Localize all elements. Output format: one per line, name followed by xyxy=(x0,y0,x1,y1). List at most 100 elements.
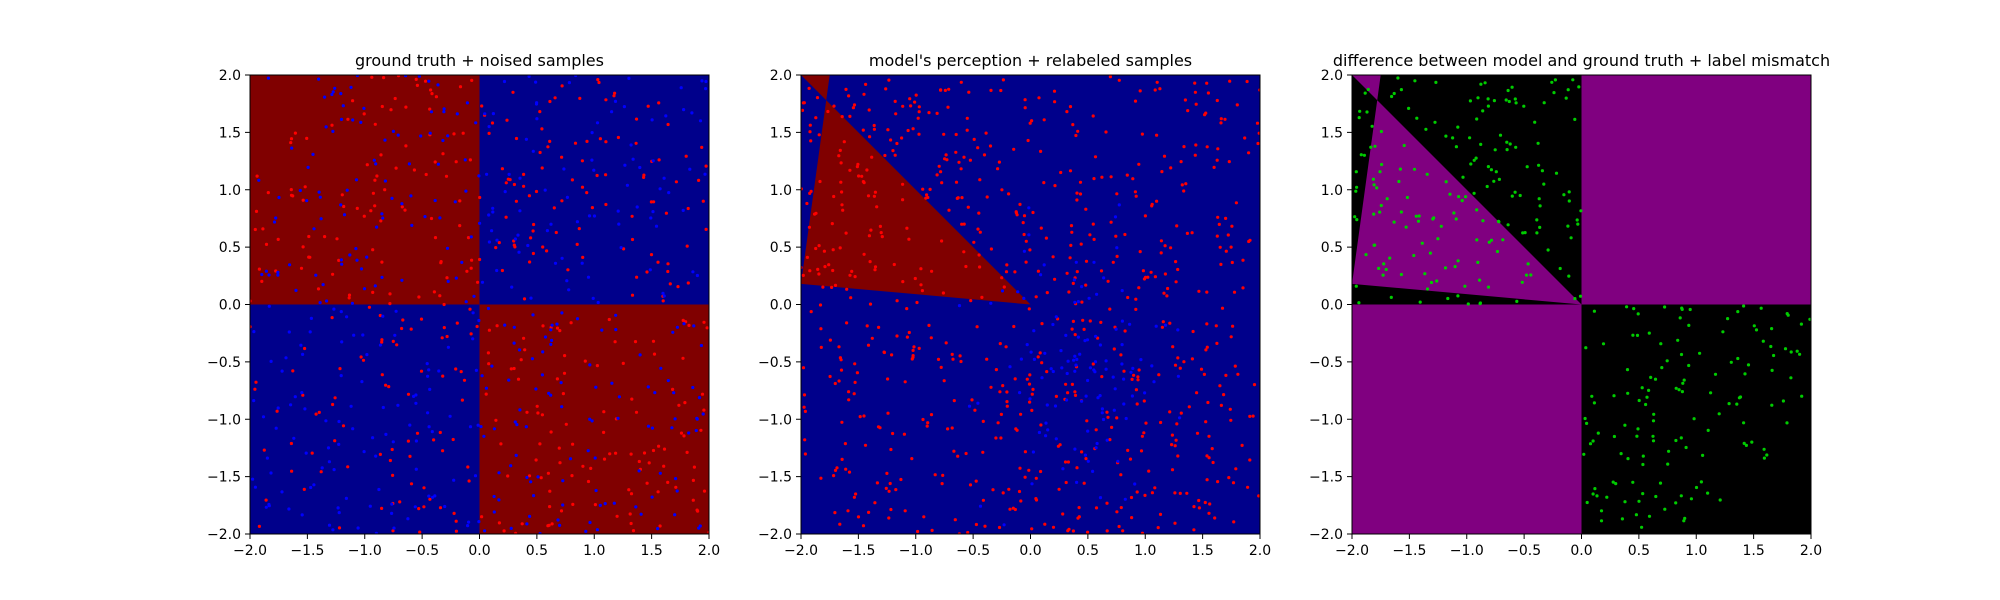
data-point xyxy=(1538,225,1542,229)
data-point xyxy=(1475,238,1479,242)
data-point xyxy=(968,158,973,162)
data-point xyxy=(1489,168,1493,172)
data-point xyxy=(868,135,872,139)
data-point xyxy=(839,161,843,165)
plot-area xyxy=(250,75,709,534)
data-point xyxy=(1140,531,1145,534)
data-point xyxy=(1497,177,1501,181)
data-point xyxy=(339,310,343,314)
data-point xyxy=(1206,400,1210,405)
data-point xyxy=(853,362,857,366)
data-point xyxy=(1224,249,1228,253)
data-point xyxy=(1133,99,1138,103)
data-point xyxy=(1155,133,1159,137)
data-point xyxy=(1066,529,1070,533)
data-point xyxy=(1241,286,1245,290)
data-point xyxy=(872,194,877,198)
data-point xyxy=(1667,449,1671,453)
data-point xyxy=(595,121,600,125)
data-point xyxy=(513,237,518,241)
data-point xyxy=(478,195,482,200)
data-point xyxy=(1382,262,1386,266)
data-point xyxy=(1525,165,1529,169)
data-point xyxy=(266,191,270,195)
data-point xyxy=(413,505,417,509)
data-point xyxy=(478,221,482,225)
x-tick-label: 2.0 xyxy=(1249,543,1271,559)
data-point xyxy=(651,339,656,343)
data-point xyxy=(865,168,869,172)
data-point xyxy=(676,285,680,289)
data-point xyxy=(380,506,384,510)
data-point xyxy=(973,408,977,412)
data-point xyxy=(1257,494,1260,498)
data-point xyxy=(339,92,343,96)
data-point xyxy=(1105,529,1109,533)
data-point xyxy=(1486,165,1490,169)
data-point xyxy=(1142,399,1146,403)
data-point xyxy=(427,494,431,498)
data-point xyxy=(524,425,528,429)
data-point xyxy=(373,122,377,126)
data-point xyxy=(1124,416,1128,421)
data-point xyxy=(1001,491,1005,495)
data-point xyxy=(298,188,302,193)
y-tick-label: 2.0 xyxy=(1321,68,1343,84)
data-point xyxy=(596,300,600,305)
data-point xyxy=(996,421,1000,425)
data-point xyxy=(805,255,810,259)
data-point xyxy=(339,117,344,121)
data-point xyxy=(1053,404,1058,408)
data-point xyxy=(347,293,352,297)
data-point xyxy=(976,146,980,150)
data-point xyxy=(1769,344,1773,349)
data-point xyxy=(1031,450,1035,454)
data-point xyxy=(381,314,385,318)
data-point xyxy=(1058,443,1062,447)
data-point xyxy=(1652,412,1656,416)
data-point xyxy=(1042,263,1046,267)
data-point xyxy=(1139,449,1144,453)
data-point xyxy=(664,211,669,215)
data-point xyxy=(1080,285,1084,289)
data-point xyxy=(1065,398,1069,402)
data-point xyxy=(1067,290,1071,294)
data-point xyxy=(466,524,470,528)
data-point xyxy=(371,248,375,252)
data-point xyxy=(495,238,499,242)
data-point xyxy=(1205,322,1209,326)
data-point xyxy=(1537,163,1541,167)
data-point xyxy=(646,385,650,389)
data-point xyxy=(604,202,608,207)
data-point xyxy=(1729,360,1733,364)
data-point xyxy=(1121,529,1125,533)
data-point xyxy=(526,243,530,248)
data-point xyxy=(573,141,578,145)
x-tick-label: −0.5 xyxy=(956,543,990,559)
data-point xyxy=(666,122,670,127)
data-point xyxy=(886,128,890,132)
data-point xyxy=(575,242,579,246)
data-point xyxy=(383,188,387,192)
data-point xyxy=(441,449,445,453)
data-point xyxy=(1375,186,1379,190)
data-point xyxy=(833,283,838,287)
data-point xyxy=(527,75,531,78)
data-point xyxy=(452,478,456,482)
data-point xyxy=(359,120,363,124)
data-point xyxy=(361,358,366,362)
data-point xyxy=(1218,384,1222,388)
data-point xyxy=(947,87,951,91)
data-point xyxy=(696,509,700,513)
data-point xyxy=(1171,345,1175,349)
data-point xyxy=(1536,141,1540,145)
data-point xyxy=(704,87,708,91)
data-point xyxy=(373,284,377,288)
data-point xyxy=(1476,260,1480,264)
data-point xyxy=(1521,231,1525,235)
data-point xyxy=(1180,183,1184,187)
data-point xyxy=(1117,524,1121,529)
data-point xyxy=(506,474,510,478)
data-point xyxy=(1620,517,1624,521)
data-point xyxy=(905,335,910,339)
